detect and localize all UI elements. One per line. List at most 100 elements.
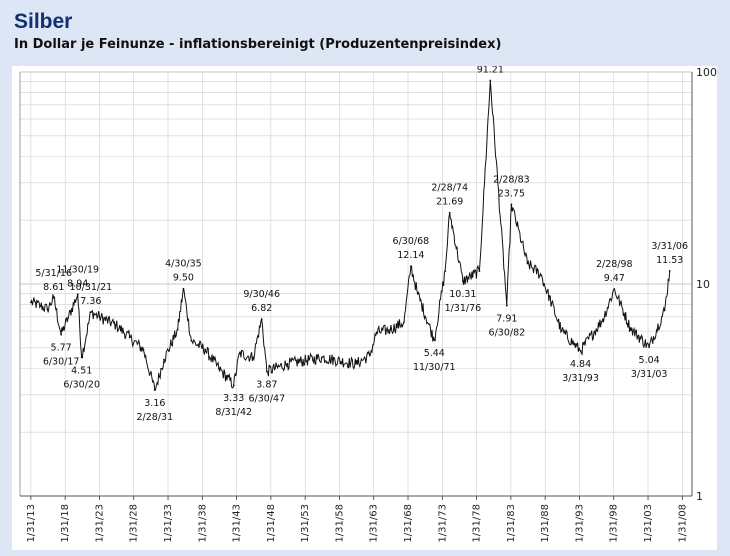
data-point bbox=[52, 296, 55, 299]
data-point bbox=[176, 328, 179, 331]
annotation-date: 9/30/46 bbox=[243, 289, 280, 300]
data-point bbox=[238, 352, 241, 355]
x-tick-label: 1/31/88 bbox=[540, 504, 551, 543]
data-point bbox=[286, 362, 289, 365]
x-tick-label: 1/31/78 bbox=[472, 504, 483, 543]
data-point bbox=[204, 348, 207, 351]
data-point bbox=[163, 358, 165, 361]
annotation-date: 11/30/19 bbox=[56, 264, 99, 275]
data-point bbox=[115, 324, 117, 326]
x-tick-label: 1/31/43 bbox=[232, 504, 243, 543]
annotation-date: 10/31/21 bbox=[70, 282, 113, 293]
annotation-date: 6/30/68 bbox=[393, 236, 430, 247]
annotation-date: 11/30/71 bbox=[413, 362, 456, 373]
x-tick-label: 1/31/68 bbox=[403, 504, 414, 543]
annotation-date: 4/30/35 bbox=[165, 259, 202, 270]
data-point bbox=[260, 318, 263, 321]
data-point bbox=[320, 356, 323, 359]
data-point bbox=[478, 270, 481, 273]
chart-svg: 1 10 100 1/31/13 1/31/18 1/31/23 1/31/28 1/31/3… bbox=[19, 66, 717, 543]
data-point bbox=[448, 211, 451, 214]
x-tick-label: 1/31/03 bbox=[643, 504, 654, 543]
x-tick-label: 1/31/93 bbox=[574, 504, 585, 543]
annotation-value: 4.84 bbox=[570, 359, 591, 370]
annotation-value: 8.94 bbox=[67, 278, 88, 289]
data-point bbox=[217, 367, 220, 370]
x-tick-label: 1/31/53 bbox=[300, 504, 311, 543]
annotation-date: 3/31/06 bbox=[651, 241, 688, 252]
y-tick-label: 1 bbox=[696, 490, 703, 503]
data-point bbox=[60, 333, 63, 336]
data-point bbox=[433, 339, 436, 341]
data-point bbox=[76, 293, 79, 296]
annotation-date: 6/30/47 bbox=[249, 393, 286, 404]
annotation-value: 3.16 bbox=[144, 398, 165, 409]
annotation-date: 3/31/93 bbox=[562, 373, 599, 384]
data-point bbox=[355, 362, 357, 365]
data-point bbox=[505, 304, 508, 307]
data-point bbox=[29, 301, 32, 304]
annotation-value: 7.91 bbox=[496, 314, 517, 325]
annotation-value: 8.61 bbox=[43, 282, 64, 293]
annotation-value: 11.53 bbox=[656, 255, 683, 266]
annotation-date: 6/30/17 bbox=[43, 357, 80, 368]
annotation-value: 5.77 bbox=[51, 343, 72, 354]
data-point bbox=[190, 339, 193, 342]
annotation-value: 21.69 bbox=[436, 197, 463, 208]
data-point bbox=[409, 265, 412, 268]
annotation-date: 5/31/16 bbox=[35, 268, 72, 279]
annotation-date: 1/31/76 bbox=[445, 303, 482, 314]
x-tick-label: 1/31/08 bbox=[677, 504, 688, 543]
data-point bbox=[128, 336, 131, 339]
series-line-silver bbox=[30, 80, 671, 391]
data-point bbox=[461, 280, 464, 283]
data-point bbox=[403, 321, 405, 324]
annotation-value: 9.50 bbox=[173, 273, 194, 284]
x-tick-label: 1/31/38 bbox=[197, 504, 208, 543]
annotation-value: 12.14 bbox=[397, 250, 424, 261]
annotation-date: 8/31/42 bbox=[215, 407, 252, 418]
data-point bbox=[153, 389, 156, 391]
y-tick-label: 10 bbox=[696, 278, 710, 291]
data-point bbox=[601, 318, 604, 321]
x-tick-label: 1/31/73 bbox=[437, 504, 448, 543]
annotation-date: 6/30/82 bbox=[489, 328, 526, 339]
chart-panel bbox=[12, 66, 717, 550]
data-point bbox=[182, 287, 185, 290]
chart-subtitle: In Dollar je Feinunze - inflationsberein… bbox=[14, 37, 502, 52]
data-point bbox=[416, 292, 419, 295]
data-point bbox=[510, 203, 513, 206]
annotation-date: 2/28/83 bbox=[493, 174, 530, 185]
data-point bbox=[46, 308, 49, 311]
annotation-value: 6.82 bbox=[251, 303, 272, 314]
x-tick-label: 1/31/23 bbox=[94, 504, 105, 543]
data-point bbox=[540, 274, 543, 277]
annotation-date: 6/30/20 bbox=[63, 379, 100, 390]
data-point bbox=[232, 384, 235, 387]
annotation-value: 3.87 bbox=[256, 379, 277, 390]
data-point bbox=[648, 346, 651, 348]
annotation-value: 3.33 bbox=[223, 393, 244, 404]
data-point bbox=[389, 328, 392, 331]
data-point bbox=[89, 311, 92, 314]
data-point bbox=[375, 331, 378, 334]
x-tick-label: 1/31/18 bbox=[60, 504, 71, 543]
x-tick-label: 1/31/48 bbox=[266, 504, 277, 543]
data-point bbox=[39, 304, 42, 307]
x-tick-label: 1/31/13 bbox=[26, 504, 37, 543]
annotation-date: 2/28/74 bbox=[431, 183, 468, 194]
data-point bbox=[668, 269, 671, 272]
data-point bbox=[98, 315, 101, 318]
annotation-value: 91.21 bbox=[477, 66, 504, 75]
annotation-date: 2/28/31 bbox=[137, 412, 174, 423]
data-point bbox=[579, 349, 582, 352]
data-point bbox=[80, 356, 83, 359]
data-point bbox=[142, 348, 145, 351]
x-tick-label: 1/31/28 bbox=[129, 504, 140, 543]
data-point bbox=[629, 327, 632, 329]
data-point bbox=[368, 354, 371, 357]
chart-title: Silber bbox=[14, 10, 73, 33]
data-point bbox=[67, 317, 69, 320]
annotation-date: 2/28/98 bbox=[596, 259, 633, 270]
y-tick-label: 100 bbox=[696, 66, 717, 79]
